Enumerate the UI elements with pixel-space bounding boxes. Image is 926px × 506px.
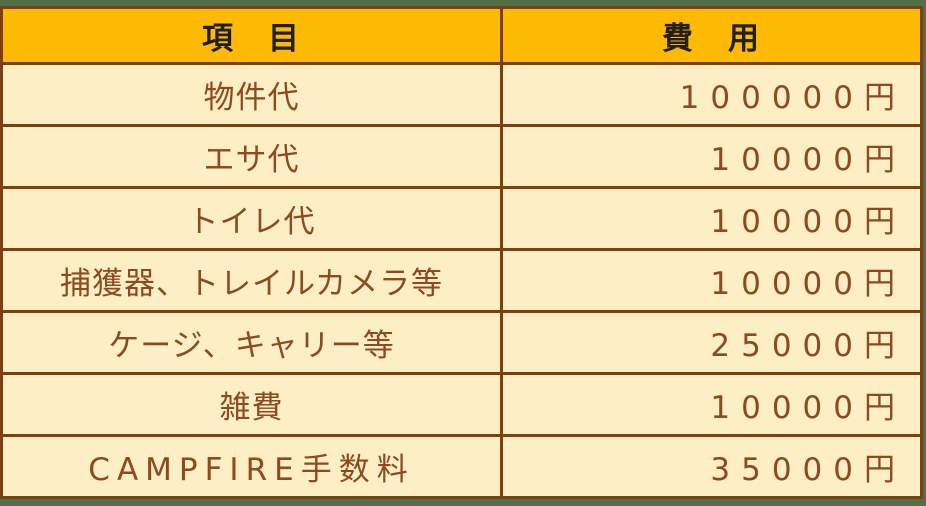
header-cell-cost: 費 用: [500, 6, 923, 65]
table-row: ケージ、キャリー等 25000円: [0, 310, 923, 375]
table-row: 捕獲器、トレイルカメラ等 10000円: [0, 248, 923, 313]
item-cell: トイレ代: [0, 186, 503, 251]
table-row: 物件代 100000円: [0, 62, 923, 127]
item-cell: 捕獲器、トレイルカメラ等: [0, 248, 503, 313]
cost-table-container: 項 目 費 用 物件代 100000円 エサ代 10000円 トイレ代 1000…: [0, 6, 923, 499]
cost-cell: 100000円: [500, 62, 923, 127]
cost-cell: 25000円: [500, 310, 923, 375]
table-row: トイレ代 10000円: [0, 186, 923, 251]
item-cell: CAMPFIRE手数料: [0, 434, 503, 499]
cost-cell: 10000円: [500, 248, 923, 313]
item-cell: 雑費: [0, 372, 503, 437]
header-row: 項 目 費 用: [0, 6, 923, 65]
cost-cell: 10000円: [500, 372, 923, 437]
cost-cell: 10000円: [500, 186, 923, 251]
cost-table: 項 目 費 用 物件代 100000円 エサ代 10000円 トイレ代 1000…: [0, 6, 923, 499]
item-cell: ケージ、キャリー等: [0, 310, 503, 375]
table-row: 雑費 10000円: [0, 372, 923, 437]
item-cell: 物件代: [0, 62, 503, 127]
item-cell: エサ代: [0, 124, 503, 189]
header-cell-item: 項 目: [0, 6, 503, 65]
table-row: CAMPFIRE手数料 35000円: [0, 434, 923, 499]
cost-cell: 35000円: [500, 434, 923, 499]
cost-cell: 10000円: [500, 124, 923, 189]
table-row: エサ代 10000円: [0, 124, 923, 189]
